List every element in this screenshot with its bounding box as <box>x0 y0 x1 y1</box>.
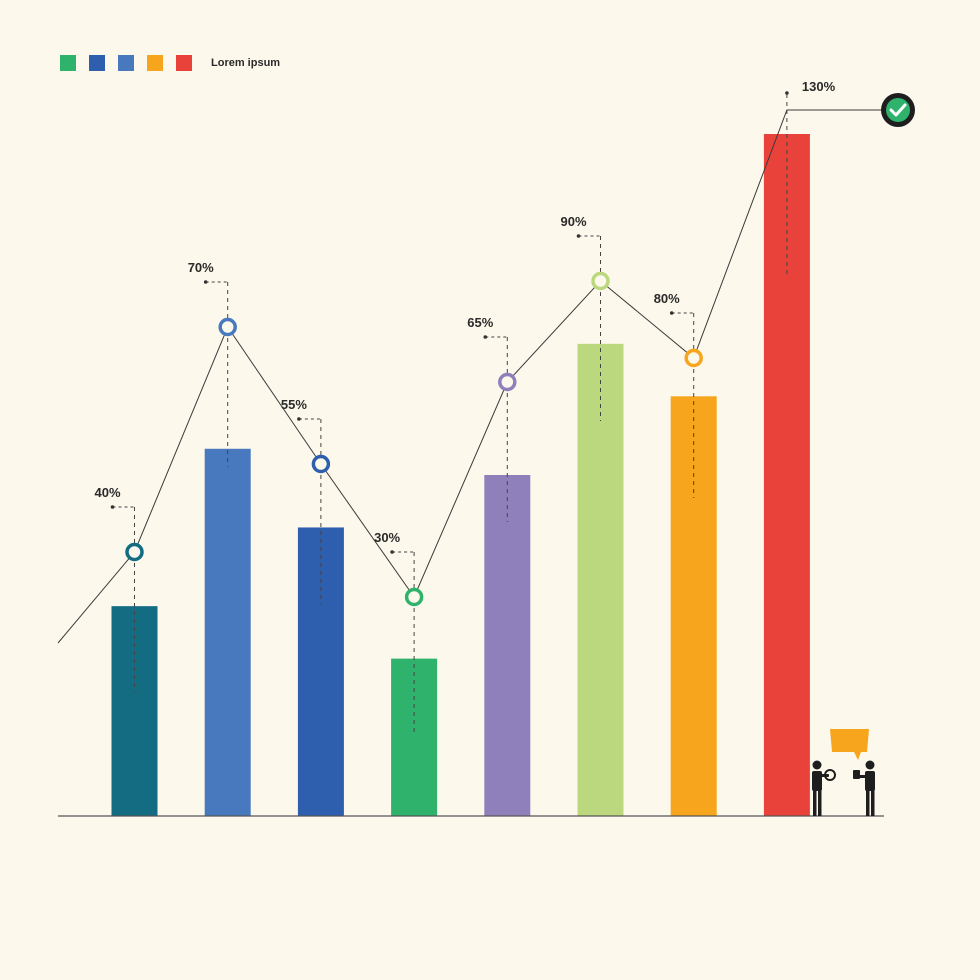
bar-6 <box>577 343 624 816</box>
bar-2 <box>204 448 251 816</box>
leader-dot-1 <box>110 505 115 509</box>
leader-dot-2 <box>203 280 208 284</box>
legend-swatch-blue <box>118 55 134 71</box>
point-marker-1 <box>125 542 144 562</box>
leader-dot-3 <box>297 417 301 421</box>
point-marker-4 <box>404 587 424 607</box>
point-marker-2 <box>218 317 237 337</box>
legend-swatch-red <box>176 55 192 71</box>
point-marker-3 <box>311 454 331 474</box>
data-label-5: 65% <box>467 315 493 330</box>
data-label-8: 130% <box>802 79 836 94</box>
point-marker-7 <box>684 348 703 368</box>
leader-dot-5 <box>483 335 488 339</box>
leader-dot-7 <box>669 311 674 315</box>
leader-dot-4 <box>390 550 394 554</box>
bar-4 <box>391 658 438 816</box>
legend-swatch-green <box>60 55 76 71</box>
data-label-3: 55% <box>281 397 307 412</box>
bar-1 <box>111 606 158 816</box>
data-label-7: 80% <box>654 291 680 306</box>
legend: Lorem ipsum <box>60 55 280 71</box>
data-label-4: 30% <box>374 530 400 545</box>
leader-dot-6 <box>576 234 581 238</box>
data-label-2: 70% <box>188 260 214 275</box>
data-label-6: 90% <box>561 214 587 229</box>
legend-label: Lorem ipsum <box>211 57 281 69</box>
bar-3 <box>297 527 344 816</box>
data-label-1: 40% <box>95 485 121 500</box>
businesspeople-icon <box>812 760 875 816</box>
point-marker-5 <box>498 372 517 392</box>
check-icon <box>881 93 915 127</box>
bar-8 <box>763 134 810 816</box>
trend-line <box>57 109 884 644</box>
bar-5 <box>484 475 531 816</box>
legend-swatch-orange <box>147 55 163 71</box>
speech-bubble-icon <box>830 729 869 760</box>
point-marker-6 <box>591 271 610 291</box>
leader-dot-8 <box>785 91 789 95</box>
legend-swatch-dark-blue <box>89 55 105 71</box>
